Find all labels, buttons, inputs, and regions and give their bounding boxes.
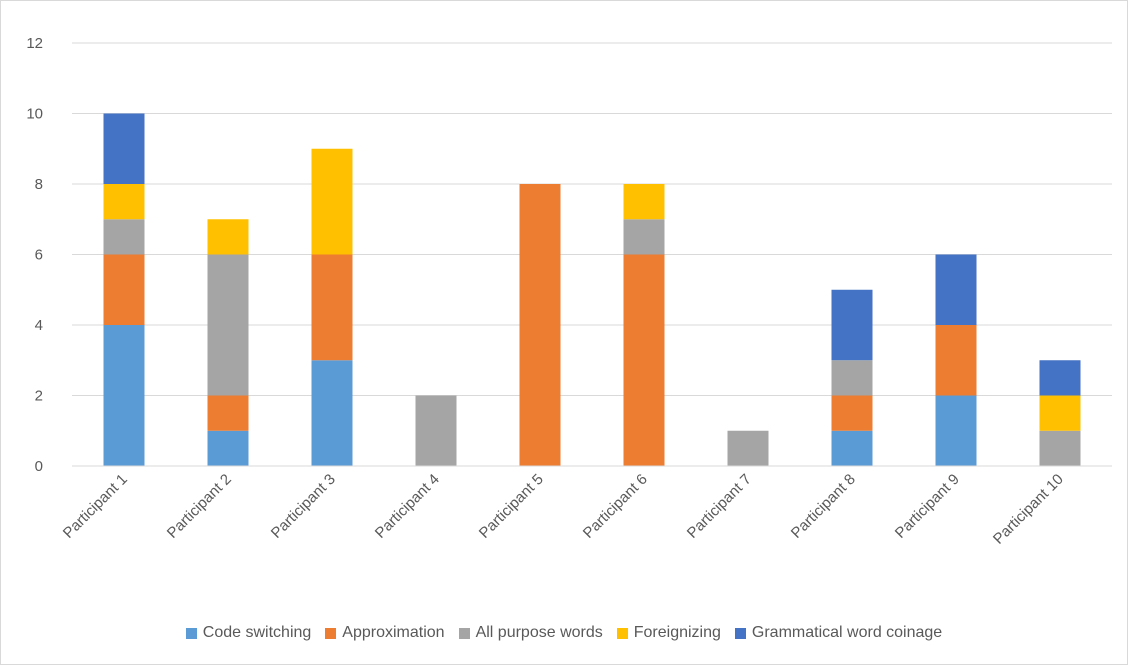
y-tick-label: 8 xyxy=(35,176,43,193)
legend-label: Approximation xyxy=(342,624,445,641)
bar-segment xyxy=(311,360,353,466)
bar-segment xyxy=(103,325,145,466)
y-tick-label: 12 xyxy=(26,35,43,52)
x-tick-label: Participant 1 xyxy=(60,471,131,542)
x-tick-label: Participant 3 xyxy=(268,471,339,542)
x-tick-label: Participant 2 xyxy=(164,471,235,542)
bar-segment xyxy=(207,395,249,431)
bar-segment xyxy=(519,184,561,466)
bar-segment xyxy=(831,430,873,466)
bar-segment xyxy=(935,254,977,325)
bar-segment xyxy=(311,254,353,361)
legend-label: All purpose words xyxy=(475,624,603,641)
x-tick-label: Participant 7 xyxy=(684,471,755,542)
legend-item: Grammatical word coinage xyxy=(734,624,943,642)
bar-segment xyxy=(1039,360,1081,396)
bar-segment xyxy=(1039,430,1081,466)
bar-segment xyxy=(831,289,873,361)
legend-swatch xyxy=(458,627,470,639)
bar-segment xyxy=(831,360,873,396)
legend-swatch xyxy=(734,627,746,639)
y-tick-label: 0 xyxy=(35,458,43,475)
bar-segment xyxy=(623,219,665,255)
legend-item: Foreignizing xyxy=(616,624,721,642)
stacked-bar-chart: 0 2 4 6 8 10 12 Participant 1 Participant 2 Parti… xyxy=(26,35,1112,548)
bar-segment xyxy=(311,148,353,255)
bar-segment xyxy=(831,395,873,431)
legend-label: Grammatical word coinage xyxy=(751,624,943,641)
legend-item: Approximation xyxy=(325,624,445,642)
bar-segment xyxy=(623,184,665,220)
bar-segment xyxy=(623,254,665,466)
x-tick-label: Participant 9 xyxy=(892,471,963,542)
bar-segment xyxy=(415,395,457,466)
x-tick-label: Participant 6 xyxy=(580,471,651,542)
y-tick-label: 4 xyxy=(35,317,43,334)
legend-swatch xyxy=(185,627,197,639)
legend-swatch xyxy=(325,627,337,639)
x-tick-label: Participant 10 xyxy=(990,471,1067,548)
y-tick-label: 2 xyxy=(35,388,43,405)
bar-segment xyxy=(935,325,977,396)
bar-segment xyxy=(103,219,145,255)
legend-item: All purpose words xyxy=(458,624,603,642)
bar-segment xyxy=(103,184,145,220)
bar-segment xyxy=(727,430,769,466)
y-tick-label: 6 xyxy=(35,247,43,264)
bar-segment xyxy=(207,254,249,396)
bar-segment xyxy=(207,219,249,255)
y-tick-label: 10 xyxy=(26,106,43,123)
legend-swatch xyxy=(616,627,628,639)
legend-label: Code switching xyxy=(202,624,312,641)
x-tick-label: Participant 4 xyxy=(372,471,443,542)
bar-segment xyxy=(103,254,145,325)
x-tick-label: Participant 8 xyxy=(788,471,859,542)
x-tick-label: Participant 5 xyxy=(476,471,547,542)
chart-legend: Code switching Approximation All purpose w… xyxy=(0,624,1128,642)
legend-item: Code switching xyxy=(185,624,312,642)
bar-segment xyxy=(103,113,145,184)
bar-segment xyxy=(1039,395,1081,431)
bar-segment xyxy=(207,430,249,466)
legend-label: Foreignizing xyxy=(633,624,721,641)
bar-segment xyxy=(935,395,977,466)
